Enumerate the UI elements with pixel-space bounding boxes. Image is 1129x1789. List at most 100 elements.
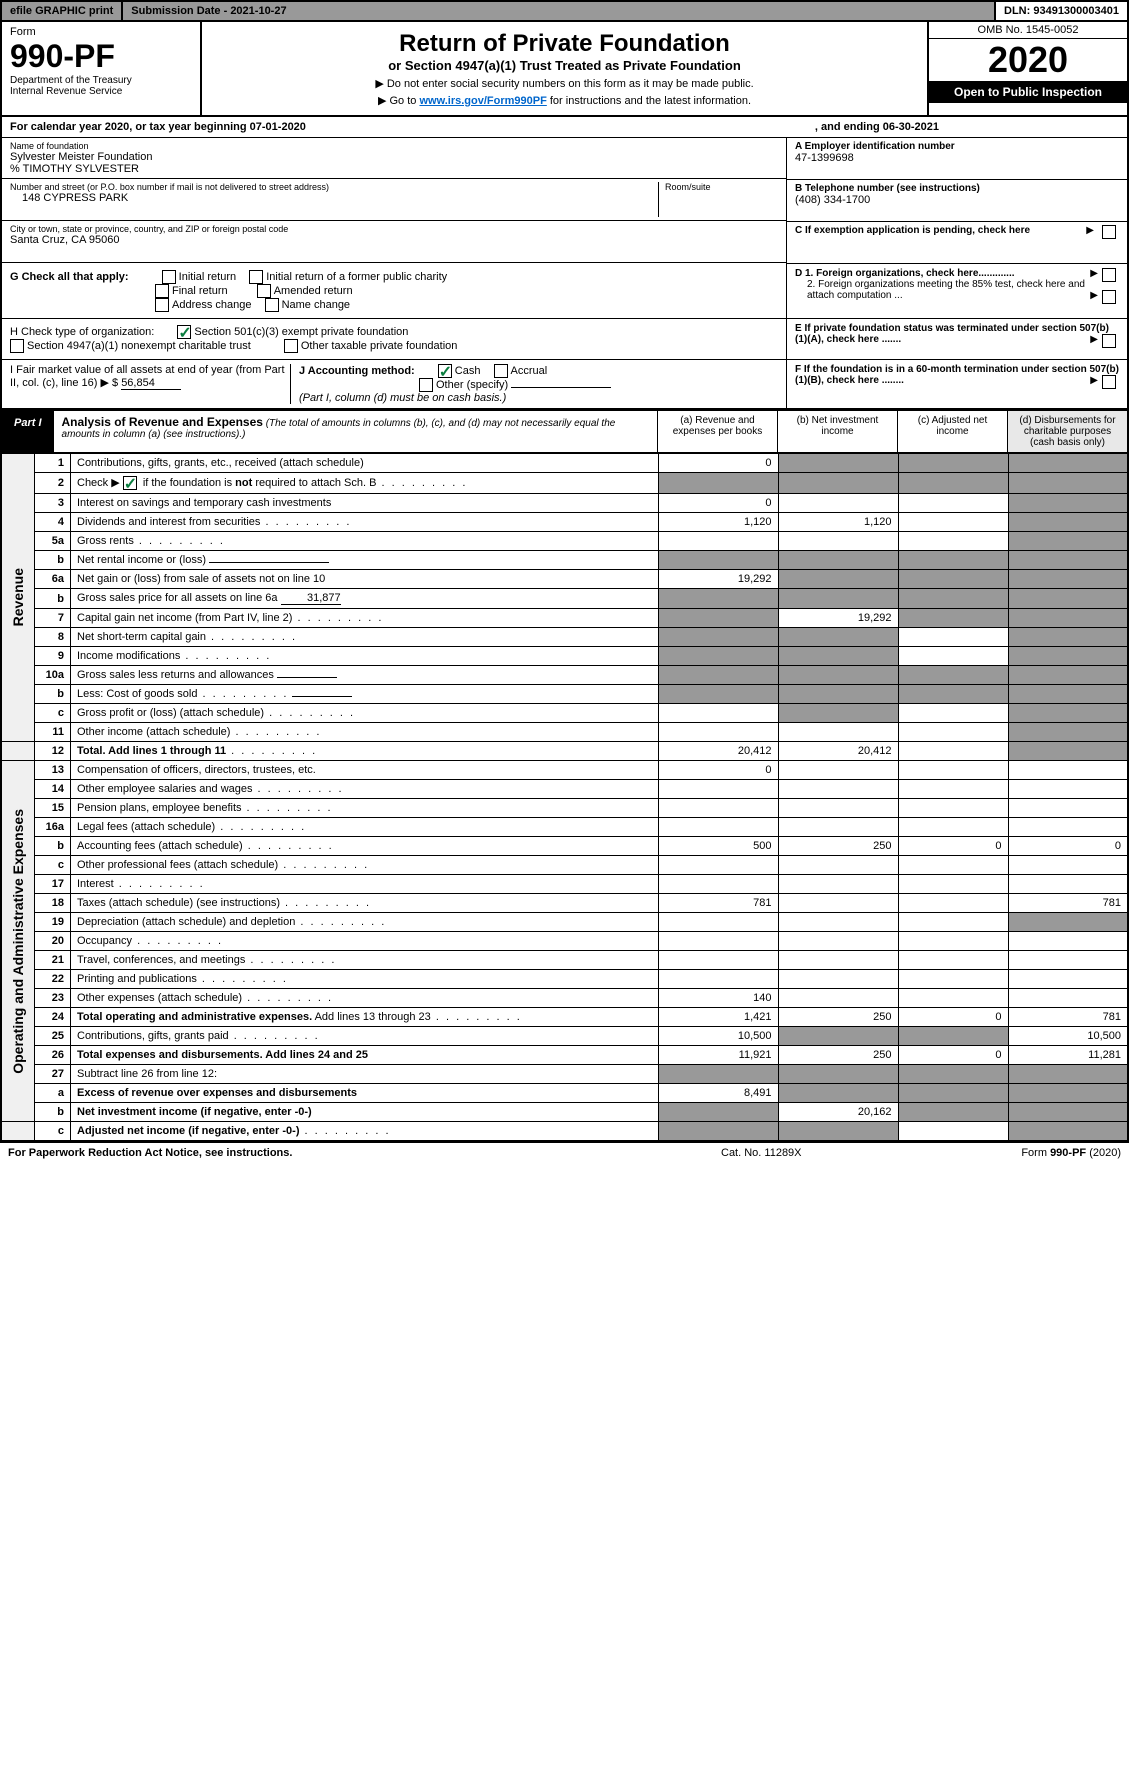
form-number: 990-PF — [10, 38, 192, 75]
g-amended-checkbox[interactable] — [257, 284, 271, 298]
h-4947-checkbox[interactable] — [10, 339, 24, 353]
row-num: c — [35, 1122, 71, 1142]
sch-b-checkbox[interactable] — [123, 476, 137, 490]
ein-value: 47-1399698 — [795, 152, 1119, 164]
phone-value: (408) 334-1700 — [795, 194, 1119, 206]
row-desc: Other employee salaries and wages — [71, 780, 659, 799]
col-a-head: (a) Revenue and expenses per books — [657, 411, 777, 452]
row-desc: Check ▶ if the foundation is not require… — [71, 473, 659, 494]
instruction-1: ▶ Do not enter social security numbers o… — [210, 77, 919, 90]
j-other-checkbox[interactable] — [419, 378, 433, 392]
g-opt1: Initial return — [179, 271, 236, 283]
amt-a: 0 — [658, 761, 778, 780]
form-header: Form 990-PF Department of the Treasury I… — [0, 22, 1129, 117]
table-row: aExcess of revenue over expenses and dis… — [1, 1084, 1128, 1103]
h-other-taxable-checkbox[interactable] — [284, 339, 298, 353]
table-row: 21Travel, conferences, and meetings — [1, 951, 1128, 970]
calendar-year-row: For calendar year 2020, or tax year begi… — [0, 117, 1129, 138]
col-b-head: (b) Net investment income — [777, 411, 897, 452]
part1-label: Part I — [2, 411, 54, 452]
row-desc: Total expenses and disbursements. Add li… — [71, 1046, 659, 1065]
h-opt3: Other taxable private foundation — [301, 340, 458, 352]
row-num: 11 — [35, 723, 71, 742]
row-num: 25 — [35, 1027, 71, 1046]
h-opt2: Section 4947(a)(1) nonexempt charitable … — [27, 340, 251, 352]
table-row: cOther professional fees (attach schedul… — [1, 856, 1128, 875]
row-num: c — [35, 704, 71, 723]
addr-label: Number and street (or P.O. box number if… — [10, 182, 658, 192]
d1-checkbox[interactable] — [1102, 268, 1116, 282]
row-desc: Gross profit or (loss) (attach schedule) — [71, 704, 659, 723]
row-num: b — [35, 1103, 71, 1122]
ein-label: A Employer identification number — [795, 141, 1119, 152]
row-num: 9 — [35, 647, 71, 666]
j-accrual-checkbox[interactable] — [494, 364, 508, 378]
row-num: 7 — [35, 609, 71, 628]
table-row: bNet rental income or (loss) — [1, 551, 1128, 570]
efile-print-button[interactable]: efile GRAPHIC print — [2, 2, 123, 20]
amt-d: 781 — [1008, 894, 1128, 913]
row-num: 16a — [35, 818, 71, 837]
row-desc: Gross sales price for all assets on line… — [71, 589, 659, 609]
j-label: J Accounting method: — [299, 365, 415, 377]
amt-a: 1,120 — [658, 513, 778, 532]
row-desc: Compensation of officers, directors, tru… — [71, 761, 659, 780]
g-opt4: Amended return — [274, 285, 353, 297]
form-title: Return of Private Foundation — [210, 30, 919, 58]
row-num: 22 — [35, 970, 71, 989]
section-g-row: G Check all that apply: Initial return I… — [0, 264, 1129, 319]
row-num: b — [35, 685, 71, 704]
g-initial-return-checkbox[interactable] — [162, 270, 176, 284]
entity-info: Name of foundation Sylvester Meister Fou… — [0, 138, 1129, 264]
e-checkbox[interactable] — [1102, 334, 1116, 348]
form990pf-link[interactable]: www.irs.gov/Form990PF — [419, 95, 546, 107]
section-c-cell: C If exemption application is pending, c… — [787, 222, 1127, 264]
d2-checkbox[interactable] — [1102, 290, 1116, 304]
amt-d: 10,500 — [1008, 1027, 1128, 1046]
row-desc: Subtract line 26 from line 12: — [71, 1065, 659, 1084]
table-row: cAdjusted net income (if negative, enter… — [1, 1122, 1128, 1142]
e-label: E If private foundation status was termi… — [795, 323, 1109, 345]
table-row: 17Interest — [1, 875, 1128, 894]
foundation-name-cell: Name of foundation Sylvester Meister Fou… — [2, 138, 786, 179]
amt-a: 0 — [658, 494, 778, 513]
j-cash-checkbox[interactable] — [438, 364, 452, 378]
calyear-begin: For calendar year 2020, or tax year begi… — [10, 121, 306, 133]
row-desc: Printing and publications — [71, 970, 659, 989]
table-row: 4Dividends and interest from securities1… — [1, 513, 1128, 532]
g-address-change-checkbox[interactable] — [155, 298, 169, 312]
row-num: 21 — [35, 951, 71, 970]
amt-b: 250 — [778, 1008, 898, 1027]
amt-b: 250 — [778, 837, 898, 856]
row-num: a — [35, 1084, 71, 1103]
cat-number: Cat. No. 11289X — [721, 1147, 921, 1159]
form-title-block: Return of Private Foundation or Section … — [202, 22, 927, 115]
g-opt2: Initial return of a former public charit… — [266, 271, 447, 283]
g-name-change-checkbox[interactable] — [265, 298, 279, 312]
row-desc: Income modifications — [71, 647, 659, 666]
city-cell: City or town, state or province, country… — [2, 221, 786, 263]
col-c-head: (c) Adjusted net income — [897, 411, 1007, 452]
amt-d — [1008, 454, 1128, 473]
f-checkbox[interactable] — [1102, 375, 1116, 389]
row-desc: Gross rents — [71, 532, 659, 551]
g-final-return-checkbox[interactable] — [155, 284, 169, 298]
row-num: 3 — [35, 494, 71, 513]
amt-a: 19,292 — [658, 570, 778, 589]
g-initial-former-checkbox[interactable] — [249, 270, 263, 284]
table-row: bNet investment income (if negative, ent… — [1, 1103, 1128, 1122]
amt-a: 0 — [658, 454, 778, 473]
d2-label: 2. Foreign organizations meeting the 85%… — [807, 279, 1085, 301]
h-501c3-checkbox[interactable] — [177, 325, 191, 339]
table-row: 14Other employee salaries and wages — [1, 780, 1128, 799]
part1-title: Analysis of Revenue and Expenses — [62, 415, 263, 429]
form-id-block: Form 990-PF Department of the Treasury I… — [2, 22, 202, 115]
row-num: 26 — [35, 1046, 71, 1065]
dept-treasury: Department of the Treasury — [10, 75, 192, 86]
amt-a: 500 — [658, 837, 778, 856]
table-row: 6aNet gain or (loss) from sale of assets… — [1, 570, 1128, 589]
row-desc: Contributions, gifts, grants, etc., rece… — [71, 454, 659, 473]
table-row: 26Total expenses and disbursements. Add … — [1, 1046, 1128, 1065]
row-num: 17 — [35, 875, 71, 894]
c-checkbox[interactable] — [1102, 225, 1116, 239]
